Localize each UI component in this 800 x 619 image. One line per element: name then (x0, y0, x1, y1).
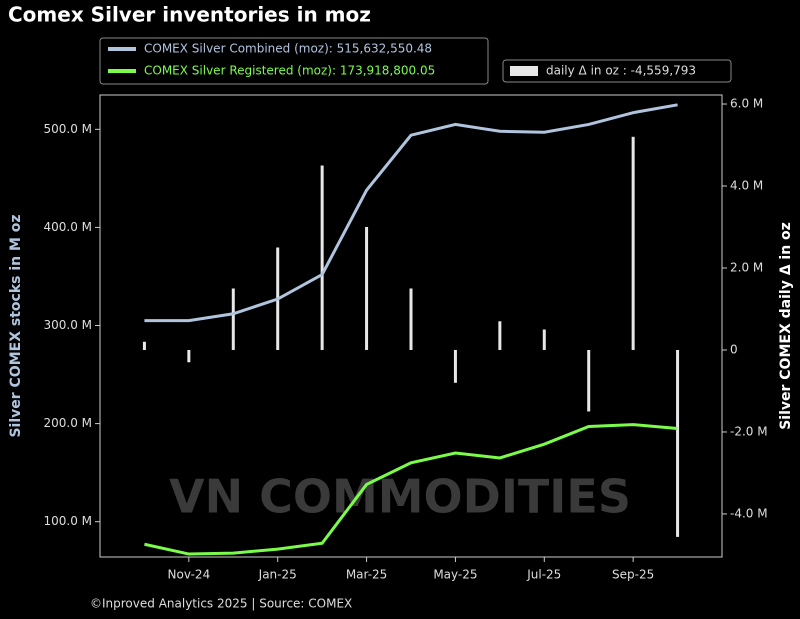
x-tick-label: May-25 (433, 568, 477, 582)
y2-tick-label: 0 (730, 342, 738, 356)
bar (498, 321, 502, 350)
x-tick-label: Nov-24 (168, 568, 211, 582)
y-tick-label: 100.0 M (43, 514, 92, 528)
bar (320, 165, 324, 350)
bar (453, 349, 457, 383)
bar (142, 341, 146, 350)
legend-swatch (510, 66, 538, 76)
y2-tick-label: -2.0 M (730, 424, 768, 438)
y-tick-label: 400.0 M (43, 220, 92, 234)
x-tick-label: Sep-25 (612, 568, 654, 582)
watermark: VN COMMODITIES (169, 470, 631, 524)
bar (542, 329, 546, 350)
legend-box (99, 37, 489, 85)
legend-label: COMEX Silver Combined (moz): 515,632,550… (144, 42, 432, 56)
bar (231, 288, 235, 350)
bar (187, 349, 191, 363)
bar (631, 136, 635, 350)
y2-tick-label: 4.0 M (730, 179, 763, 193)
x-tick-label: Jul-25 (526, 568, 561, 582)
line (144, 423, 678, 556)
y2-tick-label: 6.0 M (730, 97, 763, 111)
x-tick-label: Mar-25 (346, 568, 387, 582)
legend-box (502, 59, 732, 83)
legend-label: COMEX Silver Registered (moz): 173,918,8… (144, 64, 435, 78)
y2-axis-label: Silver COMEX daily Δ in oz (778, 222, 794, 430)
line (144, 103, 678, 323)
chart-title: Comex Silver inventories in moz (8, 3, 371, 27)
y-tick-label: 500.0 M (43, 122, 92, 136)
y-tick-label: 300.0 M (43, 318, 92, 332)
y2-tick-label: 2.0 M (730, 260, 763, 274)
bar (676, 349, 680, 537)
footer: ©Inproved Analytics 2025 | Source: COMEX (90, 597, 352, 611)
y-axis-label: Silver COMEX stocks in M oz (8, 214, 24, 437)
bar (409, 288, 413, 350)
x-tick-label: Jan-25 (258, 568, 297, 582)
bar (587, 349, 591, 412)
bar (365, 227, 369, 350)
y-tick-label: 200.0 M (43, 416, 92, 430)
legend-label: daily Δ in oz : -4,559,793 (546, 64, 696, 78)
y2-tick-label: -4.0 M (730, 506, 768, 520)
